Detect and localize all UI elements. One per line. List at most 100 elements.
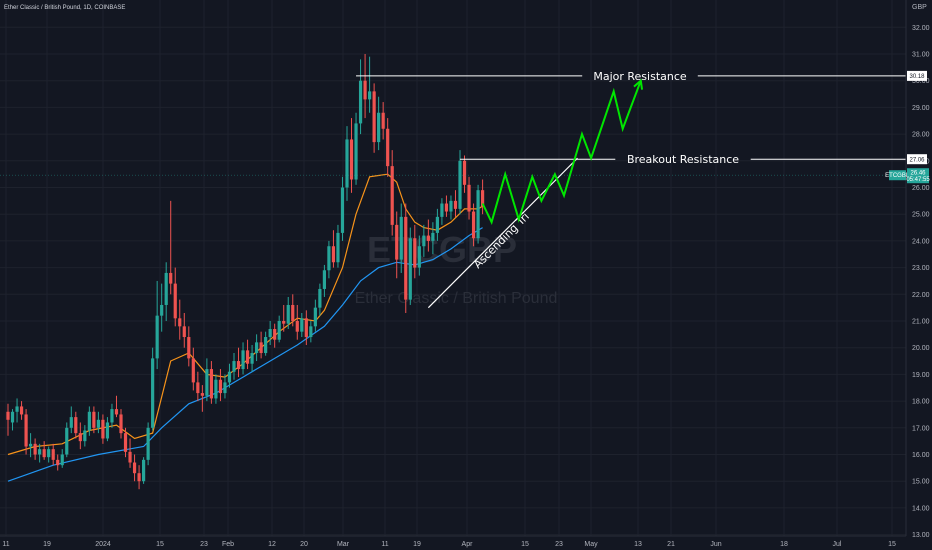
candle-body xyxy=(259,342,263,354)
last-price-tag xyxy=(907,168,929,184)
candle xyxy=(146,422,150,466)
candle-body xyxy=(19,406,24,415)
candle-body xyxy=(318,288,322,308)
candle xyxy=(15,398,19,423)
candle-body xyxy=(291,304,295,321)
y-tick-label: 16.00 xyxy=(912,452,930,459)
candle-body xyxy=(340,187,345,233)
candle-body xyxy=(440,203,444,217)
candle xyxy=(119,409,123,439)
y-tick-label: 30.00 xyxy=(912,78,930,85)
x-tick-label: 15 xyxy=(156,541,164,548)
candle xyxy=(264,331,268,356)
candle-body xyxy=(151,358,155,428)
y-tick-label: 15.00 xyxy=(912,479,930,486)
candle xyxy=(128,438,132,468)
candle xyxy=(6,403,10,436)
candle-body xyxy=(15,406,19,412)
x-tick-label: 19 xyxy=(43,541,51,548)
candle-body xyxy=(390,166,394,225)
candle-body xyxy=(462,160,467,185)
candle-body xyxy=(10,411,15,423)
candle xyxy=(196,371,200,402)
candle xyxy=(354,112,358,185)
candle xyxy=(349,118,354,193)
candle-body xyxy=(368,91,372,100)
x-tick-label: 23 xyxy=(200,541,208,548)
x-tick-label: 20 xyxy=(300,541,308,548)
candle xyxy=(426,219,430,252)
candle-body xyxy=(422,235,426,247)
candle-body xyxy=(358,80,363,124)
candle-body xyxy=(286,304,290,324)
candle xyxy=(386,118,390,177)
candle xyxy=(56,454,60,471)
bar-countdown-label: 05:47:55 xyxy=(906,177,930,183)
candle-body xyxy=(6,411,10,420)
candle-body xyxy=(169,272,173,284)
candle xyxy=(78,422,82,450)
y-tick-label: 17.00 xyxy=(912,425,930,432)
candle xyxy=(381,102,385,140)
candle-body xyxy=(227,371,232,383)
y-tick-label: 25.00 xyxy=(912,212,930,219)
candle xyxy=(105,417,110,442)
candle xyxy=(65,422,69,458)
time-axis[interactable]: 11 19 2024 15 23 Feb 12 20 Mar 11 19 Apr 15 23 May 13 21… xyxy=(0,535,906,548)
candle xyxy=(435,208,439,241)
candle xyxy=(304,310,308,346)
candle xyxy=(160,283,164,332)
candle xyxy=(358,59,363,135)
candle-body xyxy=(245,350,250,364)
candle-body xyxy=(381,112,385,129)
candle-body xyxy=(372,91,376,143)
candle xyxy=(255,334,259,362)
candle-body xyxy=(304,318,308,338)
candle xyxy=(87,406,91,436)
candle-body xyxy=(128,451,132,463)
candle-body xyxy=(444,203,449,212)
candle xyxy=(47,446,51,463)
candle xyxy=(218,369,223,402)
candle xyxy=(123,427,128,458)
candle xyxy=(132,454,137,482)
candle xyxy=(182,312,186,348)
candle xyxy=(368,56,372,113)
x-tick-label: 13 xyxy=(634,541,642,548)
candle-body xyxy=(83,430,87,442)
candle xyxy=(137,465,141,490)
candle-body xyxy=(255,342,259,354)
candle xyxy=(19,401,24,420)
projection-path xyxy=(481,80,642,226)
candle xyxy=(245,339,250,370)
candle xyxy=(336,224,340,268)
candle-body xyxy=(38,449,42,455)
x-tick-label: Feb xyxy=(222,541,234,548)
candle-body xyxy=(155,315,159,359)
x-tick-label: Jun xyxy=(710,541,721,548)
candle-body xyxy=(264,337,268,354)
breakout-price-label: 27.06 xyxy=(909,157,925,163)
candle xyxy=(422,224,426,257)
y-tick-label: 23.00 xyxy=(912,265,930,272)
x-tick-label: 18 xyxy=(780,541,788,548)
candle xyxy=(69,406,73,434)
candle xyxy=(273,323,277,348)
candle xyxy=(390,150,394,236)
candle xyxy=(38,443,42,463)
candle xyxy=(92,406,96,434)
candle xyxy=(169,200,173,295)
candle-body xyxy=(78,433,82,442)
candle-body xyxy=(413,238,417,268)
projection-arrowhead xyxy=(633,78,644,90)
candle xyxy=(295,304,299,340)
candle-body xyxy=(399,216,403,260)
candle-body xyxy=(232,361,236,372)
candle xyxy=(363,54,367,119)
candle xyxy=(372,83,376,153)
currency-label: GBP xyxy=(912,4,927,11)
symbol-tag-label: ETCGBP xyxy=(885,173,910,179)
price-axis[interactable]: GBP 32.0031.0030.0029.0028.0027.0026.002… xyxy=(885,0,930,539)
